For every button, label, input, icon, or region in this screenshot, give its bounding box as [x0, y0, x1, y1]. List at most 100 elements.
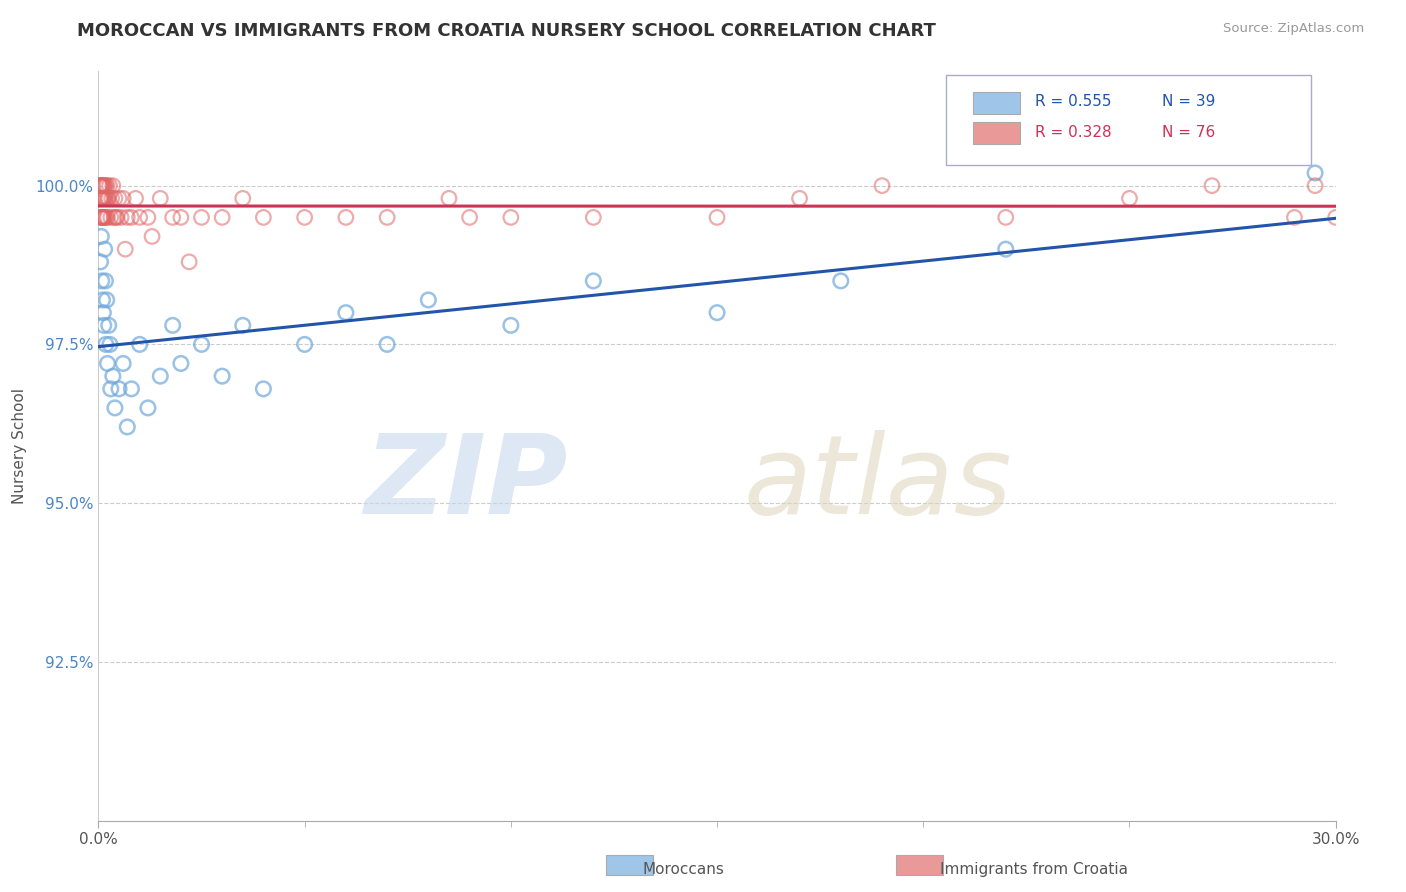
Point [499, 318, 522, 333]
Point [114, 242, 136, 256]
Point [93, 178, 115, 193]
Point [100, 382, 122, 396]
Point [89, 211, 111, 225]
Point [90, 178, 112, 193]
Point [232, 318, 254, 333]
Point [1303, 178, 1326, 193]
Point [136, 211, 159, 225]
Point [499, 211, 522, 225]
Point [96, 178, 118, 193]
Point [96, 191, 118, 205]
Point [90, 191, 112, 205]
Point [94, 178, 117, 193]
Point [128, 337, 150, 351]
Text: R = 0.328: R = 0.328 [1035, 125, 1112, 139]
Point [706, 306, 728, 320]
Point [335, 211, 357, 225]
Point [141, 229, 163, 244]
Point [582, 211, 605, 225]
Point [100, 211, 122, 225]
Point [89, 178, 111, 193]
Point [252, 211, 274, 225]
Point [170, 211, 193, 225]
Point [994, 242, 1017, 256]
Point [90, 274, 112, 288]
Point [89, 178, 111, 193]
Point [117, 420, 139, 434]
Point [1201, 178, 1223, 193]
Point [789, 191, 811, 205]
Point [96, 211, 118, 225]
Point [89, 178, 111, 193]
Point [101, 369, 124, 384]
Point [190, 337, 212, 351]
Text: R = 0.555: R = 0.555 [1035, 94, 1112, 109]
Point [375, 337, 398, 351]
Point [110, 211, 132, 225]
Y-axis label: Nursery School: Nursery School [13, 388, 27, 504]
Point [104, 211, 127, 225]
Point [294, 211, 316, 225]
Point [170, 356, 193, 370]
Point [97, 318, 120, 333]
Point [90, 211, 112, 225]
Point [98, 178, 121, 193]
Point [91, 191, 114, 205]
Point [90, 178, 112, 193]
Text: atlas: atlas [744, 430, 1012, 537]
Point [1118, 191, 1140, 205]
Point [98, 337, 121, 351]
Point [112, 356, 135, 370]
Point [418, 293, 440, 307]
Point [101, 178, 124, 193]
Point [149, 369, 172, 384]
Point [91, 178, 114, 193]
Point [89, 191, 111, 205]
Point [108, 382, 131, 396]
Point [100, 191, 122, 205]
Point [93, 242, 115, 256]
Point [128, 211, 150, 225]
Point [93, 191, 115, 205]
Point [93, 318, 115, 333]
Point [108, 191, 131, 205]
Point [870, 178, 893, 193]
Point [91, 191, 114, 205]
Text: Moroccans: Moroccans [643, 862, 724, 877]
Point [706, 211, 728, 225]
Point [582, 274, 605, 288]
Point [162, 211, 184, 225]
Text: Source: ZipAtlas.com: Source: ZipAtlas.com [1223, 22, 1364, 36]
Point [93, 211, 115, 225]
FancyBboxPatch shape [897, 855, 943, 874]
Point [830, 274, 852, 288]
Point [162, 318, 184, 333]
Point [90, 211, 112, 225]
Text: N = 39: N = 39 [1163, 94, 1216, 109]
Point [93, 191, 115, 205]
Point [104, 191, 127, 205]
Point [90, 229, 112, 244]
Point [294, 337, 316, 351]
Point [103, 211, 125, 225]
Point [91, 211, 114, 225]
Point [190, 211, 212, 225]
FancyBboxPatch shape [946, 75, 1310, 165]
Point [211, 211, 233, 225]
Point [90, 191, 112, 205]
Point [335, 306, 357, 320]
Point [94, 274, 117, 288]
Point [232, 191, 254, 205]
Point [120, 211, 142, 225]
Text: N = 76: N = 76 [1163, 125, 1216, 139]
Point [93, 306, 115, 320]
FancyBboxPatch shape [973, 121, 1021, 144]
Point [994, 211, 1017, 225]
Point [94, 191, 117, 205]
Point [105, 211, 128, 225]
Point [91, 178, 114, 193]
Point [136, 401, 159, 415]
Point [149, 191, 172, 205]
Point [1303, 166, 1326, 180]
Point [96, 293, 118, 307]
